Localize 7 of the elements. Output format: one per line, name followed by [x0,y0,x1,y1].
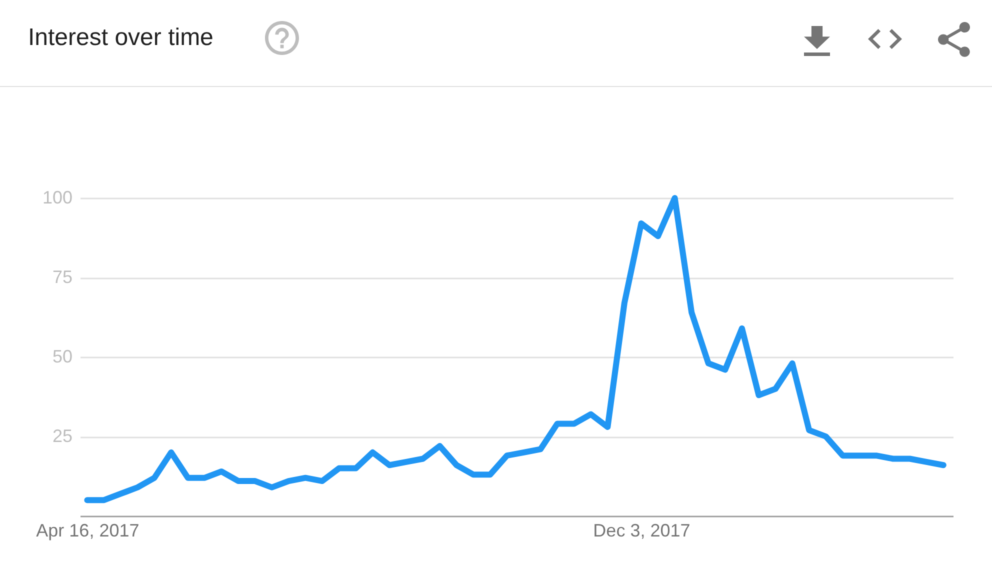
y-tick-label: 75 [52,267,72,287]
y-tick-label: 100 [42,188,72,208]
y-tick-label: 25 [52,426,72,446]
y-tick-label: 50 [52,346,72,366]
x-tick-label: Dec 3, 2017 [593,520,690,540]
chart-title: Interest over time [28,23,214,53]
x-tick-label: Apr 16, 2017 [36,520,140,540]
